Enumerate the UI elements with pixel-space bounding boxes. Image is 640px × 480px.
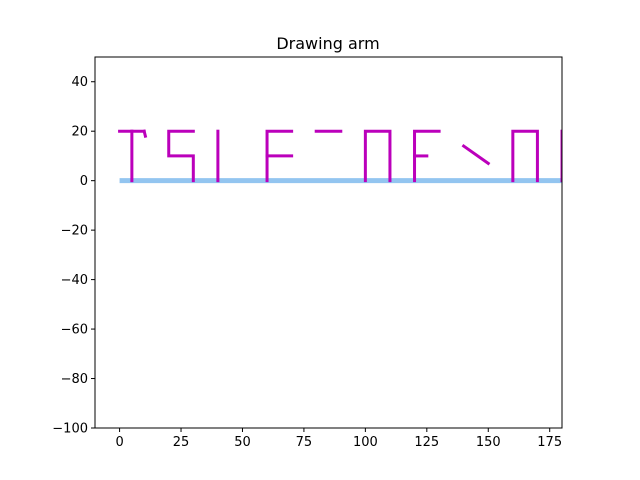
- pen-trace-segment-9: [413, 129, 441, 183]
- pen-trace-segment-12: [511, 129, 539, 183]
- y-tick-label-0: −100: [52, 422, 88, 437]
- y-tick-label-5: 0: [80, 174, 88, 189]
- x-tick-label-2: 50: [234, 435, 251, 450]
- x-tick-label-0: 0: [115, 435, 123, 450]
- x-tick-label-6: 150: [476, 435, 501, 450]
- y-tick-label-7: 40: [71, 75, 88, 90]
- plot-area: [118, 129, 562, 184]
- plot-frame: [94, 56, 563, 429]
- y-tick-label-1: −80: [61, 372, 88, 387]
- x-tick-label-7: 175: [537, 435, 562, 450]
- x-tick-label-1: 25: [173, 435, 190, 450]
- y-tick-label-3: −40: [61, 273, 88, 288]
- x-tick-label-4: 100: [353, 435, 378, 450]
- x-tick-label-5: 125: [414, 435, 439, 450]
- pen-trace-segment-3: [167, 129, 195, 183]
- chart-title: Drawing arm: [276, 34, 379, 53]
- y-tick-label-4: −20: [61, 224, 88, 239]
- pen-trace-segment-1: [142, 129, 148, 138]
- y-axis: −100 −80 −60 −40 −20 0 20 40: [52, 75, 95, 437]
- x-tick-label-3: 75: [296, 435, 313, 450]
- pen-trace-segment-5: [265, 129, 294, 183]
- pen-trace-segment-8: [363, 129, 392, 183]
- x-axis: 0 25 50 75 100 125 150 175: [115, 428, 562, 450]
- y-tick-label-6: 20: [71, 125, 88, 140]
- y-tick-label-2: −60: [61, 323, 88, 338]
- pen-trace-segment-11: [461, 143, 491, 166]
